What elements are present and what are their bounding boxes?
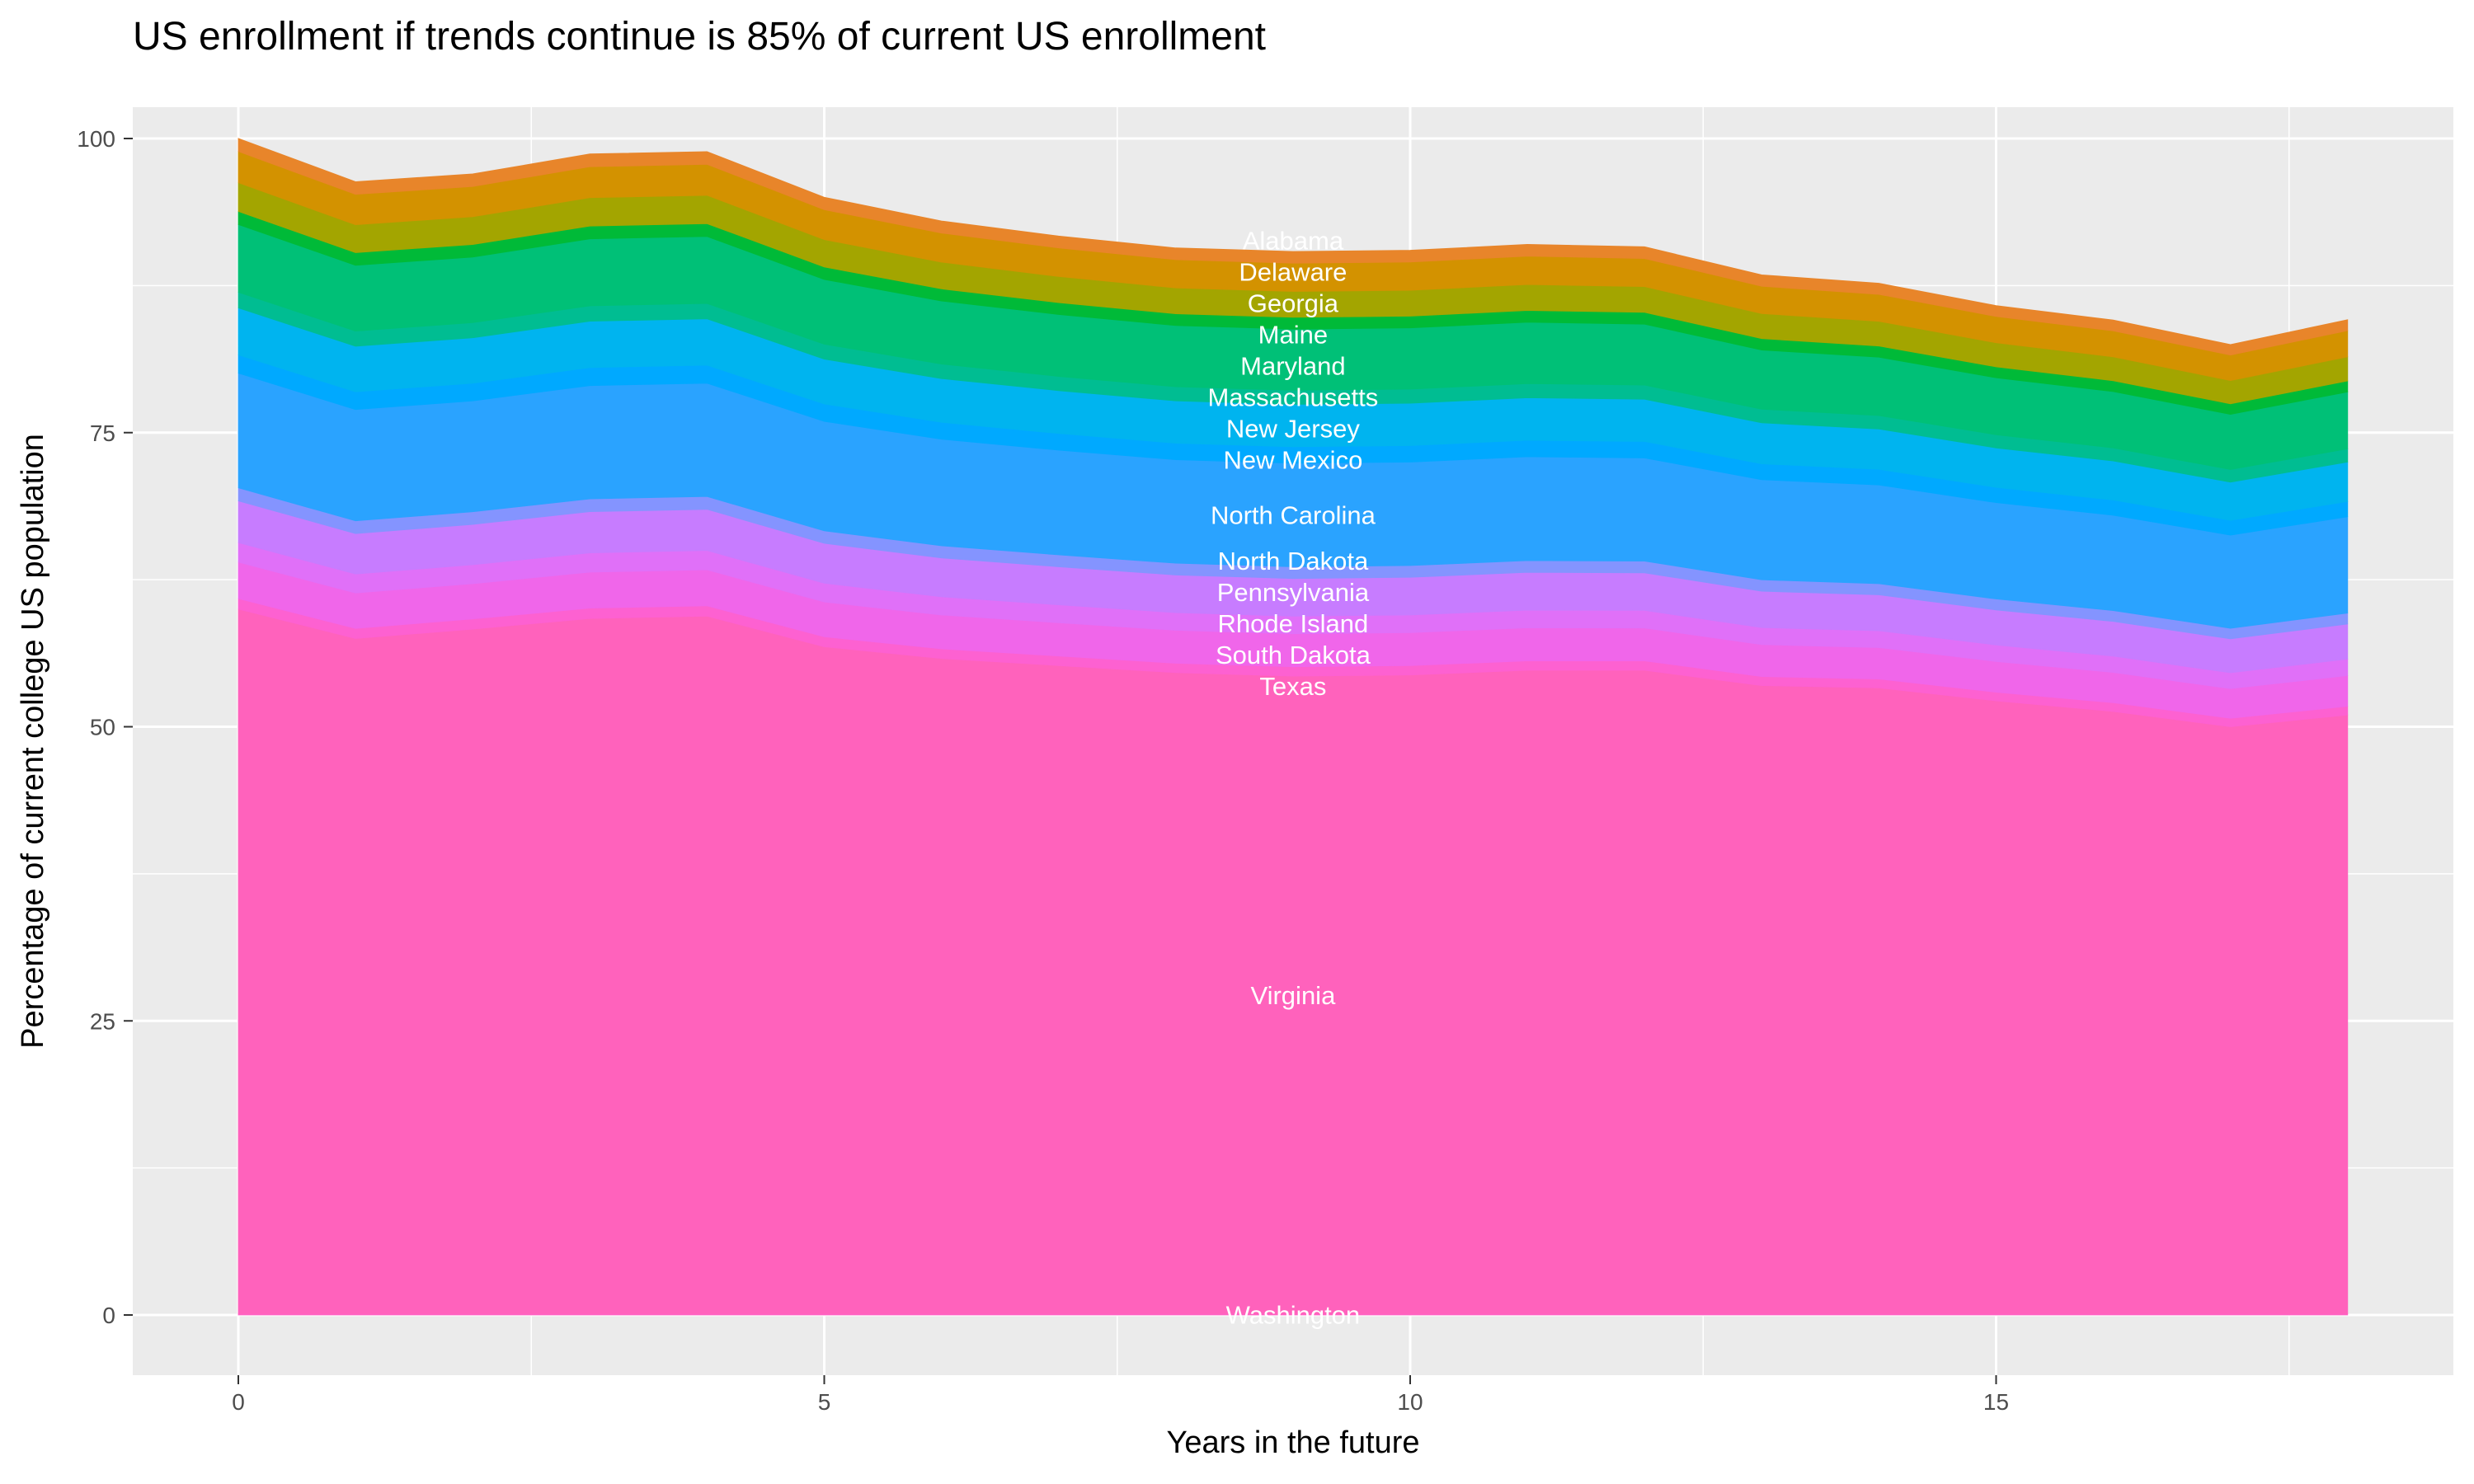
y-tick-label: 0 — [102, 1303, 115, 1328]
chart-title: US enrollment if trends continue is 85% … — [133, 15, 1266, 59]
area-alabama — [238, 138, 2349, 356]
y-axis-title: Percentage of current college US populat… — [16, 434, 50, 1049]
y-tick-label: 50 — [90, 715, 115, 740]
y-tick-label: 100 — [77, 126, 115, 152]
area-layers — [238, 138, 2349, 1316]
y-tick-label: 75 — [90, 420, 115, 446]
series-label: Alabama — [1243, 226, 1344, 255]
series-label: Maine — [1258, 320, 1328, 349]
series-label: New Mexico — [1223, 446, 1362, 475]
series-label: North Carolina — [1211, 501, 1376, 530]
series-label: Maryland — [1240, 352, 1346, 381]
x-axis-title: Years in the future — [1166, 1425, 1419, 1460]
series-label: Pennsylvania — [1217, 578, 1370, 607]
series-label: Rhode Island — [1218, 609, 1369, 638]
area-virginia — [238, 608, 2349, 1314]
series-label: New Jersey — [1226, 415, 1360, 444]
x-tick-label: 10 — [1397, 1389, 1423, 1415]
series-label: South Dakota — [1216, 641, 1371, 669]
x-tick-label: 5 — [818, 1389, 831, 1415]
series-label: Virginia — [1250, 981, 1336, 1010]
series-label: North Dakota — [1218, 547, 1369, 575]
x-tick-label: 0 — [232, 1389, 245, 1415]
axis-ticks: 0 25 50 75 100 0 5 10 15 — [77, 126, 2009, 1415]
series-label: Delaware — [1239, 257, 1347, 286]
series-label: Georgia — [1248, 289, 1339, 317]
series-label: Massachusetts — [1208, 383, 1379, 412]
series-label: Washington — [1226, 1300, 1361, 1329]
series-labels: Washington Virginia Texas South Dakota Rhode… — [1208, 226, 1379, 1329]
series-label: Texas — [1259, 672, 1326, 701]
y-tick-label: 25 — [90, 1008, 115, 1034]
x-tick-label: 15 — [1983, 1389, 2009, 1415]
